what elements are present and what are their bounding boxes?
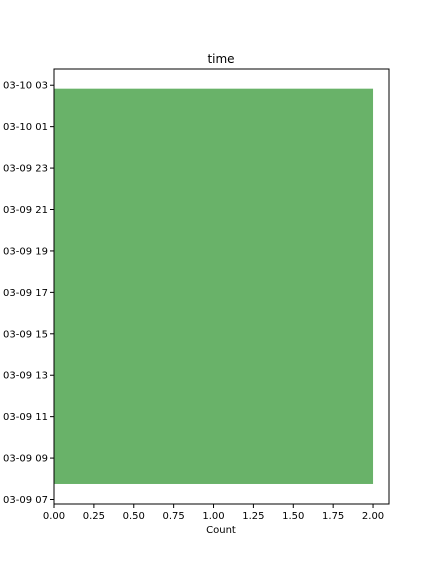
chart-title: time [207, 52, 234, 66]
y-tick-label: 03-09 07 [3, 495, 48, 506]
x-tick-label: 2.00 [362, 511, 384, 522]
x-axis: 0.00 0.25 0.50 0.75 1.00 1.25 1.50 1.75 2.00 [43, 504, 384, 522]
x-axis-label: Count [206, 525, 236, 536]
y-tick-label: 03-09 11 [3, 412, 48, 423]
y-tick-label: 03-09 09 [3, 454, 48, 465]
x-tick-label: 1.50 [282, 511, 304, 522]
histogram-bar [54, 88, 374, 484]
x-tick-label: 1.00 [202, 511, 224, 522]
y-tick-label: 03-09 23 [3, 164, 48, 175]
y-tick-label: 03-10 01 [3, 122, 48, 133]
y-tick-label: 03-10 03 [3, 81, 48, 92]
y-axis: 03-09 07 03-09 09 03-09 11 03-09 13 03-09 15… [3, 81, 54, 506]
x-tick-label: 0.00 [43, 511, 65, 522]
x-tick-label: 0.25 [83, 511, 105, 522]
y-tick-label: 03-09 19 [3, 246, 48, 257]
y-tick-label: 03-09 21 [3, 205, 48, 216]
x-tick-label: 1.25 [242, 511, 264, 522]
x-tick-label: 0.75 [163, 511, 185, 522]
x-tick-label: 1.75 [322, 511, 344, 522]
plot-frame [53, 68, 390, 505]
y-tick-label: 03-09 15 [3, 329, 48, 340]
x-tick-label: 0.50 [123, 511, 145, 522]
y-tick-label: 03-09 13 [3, 371, 48, 382]
y-tick-label: 03-09 17 [3, 288, 48, 299]
plot-area [54, 88, 374, 484]
